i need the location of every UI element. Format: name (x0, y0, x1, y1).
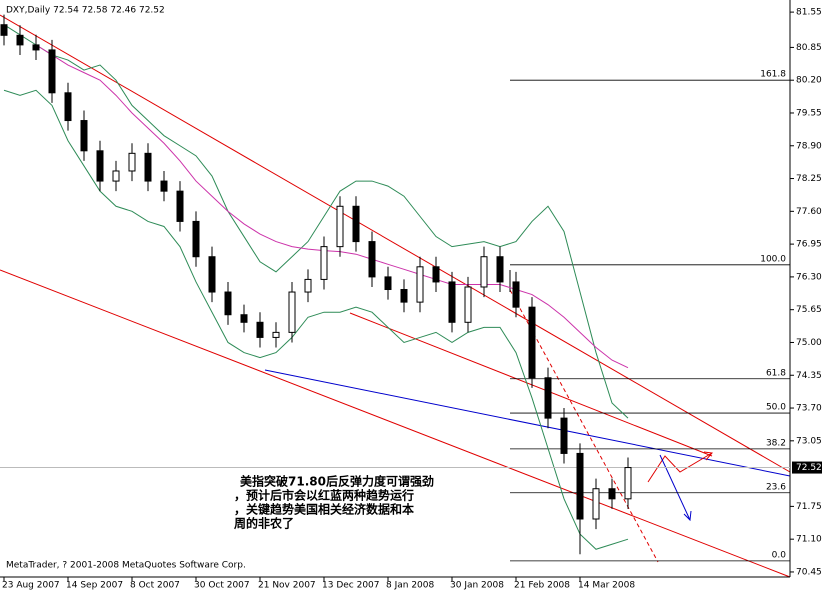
candle-body (352, 205, 360, 243)
candle-body (560, 417, 568, 454)
y-tick-label: 73.70 (796, 404, 822, 414)
candle-body (416, 266, 424, 303)
candle-body (576, 452, 584, 520)
candle-body (384, 276, 392, 291)
y-tick-label: 76.30 (796, 272, 822, 282)
candle-body (528, 306, 536, 379)
candle-body (592, 488, 600, 520)
annotation-line: 美指突破71.80后反弹力度可谓强劲 (240, 474, 434, 489)
candle-body (512, 281, 520, 308)
red-arrow (647, 452, 713, 483)
candle-body (496, 256, 504, 283)
x-tick-label: 8 Oct 2007 (130, 581, 180, 591)
candle-body (608, 488, 616, 500)
candle-body (304, 278, 312, 293)
fib-label: 161.8 (760, 70, 786, 80)
y-tick-label: 78.90 (796, 141, 822, 151)
annotation-line: 周的非农了 (234, 516, 294, 531)
y-tick-label: 70.45 (796, 567, 822, 577)
candle-body (192, 220, 200, 258)
candle-body (160, 180, 168, 192)
candle-body (256, 321, 264, 338)
candle-body (48, 49, 56, 94)
y-tick-label: 80.85 (796, 43, 822, 53)
indicator-line (35, 44, 629, 369)
y-tick-label: 81.55 (796, 8, 822, 18)
candle-body (480, 256, 488, 288)
y-tick-label: 71.10 (796, 535, 822, 545)
copyright: MetaTrader, ? 2001-2008 MetaQuotes Softw… (6, 561, 246, 571)
fib-label: 38.2 (766, 438, 786, 448)
indicator-line (3, 89, 629, 550)
y-tick-label: 78.25 (796, 174, 822, 184)
candle-body (0, 24, 8, 36)
x-tick-label: 14 Mar 2008 (578, 581, 635, 591)
candle-body (32, 44, 40, 51)
last-price-label: 72.52 (796, 463, 822, 473)
x-tick-label: 23 Aug 2007 (2, 581, 60, 591)
y-tick-label: 71.75 (796, 502, 822, 512)
y-tick-label: 75.65 (796, 305, 822, 315)
annotation-line: ，关键趋势美国相关经济数据和本 (234, 502, 414, 517)
x-tick-label: 14 Sep 2007 (66, 581, 123, 591)
candle-body (128, 152, 136, 172)
y-tick-label: 73.05 (796, 436, 822, 446)
candle-body (64, 92, 72, 122)
x-tick-label: 30 Oct 2007 (194, 581, 250, 591)
candle-body (96, 150, 104, 182)
fib-label: 61.8 (766, 368, 786, 378)
candle-body (272, 331, 280, 338)
fib-label: 100.0 (760, 254, 786, 264)
y-tick-label: 74.35 (796, 371, 822, 381)
x-tick-label: 21 Nov 2007 (258, 581, 316, 591)
candle-body (112, 170, 120, 182)
x-tick-label: 8 Jan 2008 (386, 581, 434, 591)
candle-body (240, 314, 248, 323)
annotation-line: ，预计后市会以红蓝两种趋势运行 (234, 488, 414, 503)
candle-body (144, 152, 152, 182)
red-arrow-head (703, 451, 713, 461)
candle-body (544, 377, 552, 419)
candle-body (400, 289, 408, 303)
fib-label: 0.0 (772, 550, 787, 560)
candle-body (16, 34, 24, 46)
candle-body (464, 286, 472, 323)
candle-body (208, 256, 216, 293)
x-tick-label: 30 Jan 2008 (450, 581, 504, 591)
candle-body (80, 120, 88, 152)
candle-body (368, 241, 376, 278)
candle-body (224, 291, 232, 316)
blue-arrow (659, 454, 691, 521)
candle-body (336, 205, 344, 248)
candle-body (176, 190, 184, 222)
candle-body (448, 281, 456, 323)
x-tick-label: 13 Dec 2007 (322, 581, 380, 591)
fib-label: 50.0 (766, 403, 786, 413)
candle-body (288, 291, 296, 333)
annotation: 美指突破71.80后反弹力度可谓强劲 ，预计后市会以红蓝两种趋势运行 ，关键趋势… (234, 474, 434, 531)
candle-body (432, 266, 440, 283)
fib-label: 23.6 (766, 482, 786, 492)
x-tick-label: 21 Feb 2008 (514, 581, 570, 591)
y-tick-label: 80.20 (796, 76, 822, 86)
y-tick-label: 77.60 (796, 207, 822, 217)
y-tick-label: 79.55 (796, 108, 822, 118)
channel-upper (0, 14, 791, 473)
header: DXY,Daily 72.54 72.58 72.46 72.52 (6, 6, 165, 16)
channel-middle (349, 312, 713, 457)
y-tick-label: 76.95 (796, 240, 822, 250)
channel-lower (0, 269, 791, 578)
indicator-line (3, 24, 629, 419)
candle-body (624, 467, 632, 500)
y-tick-label: 75.00 (796, 338, 822, 348)
last-price-box (792, 461, 822, 474)
candle-body (320, 246, 328, 280)
blue-arrow-head (683, 510, 692, 522)
